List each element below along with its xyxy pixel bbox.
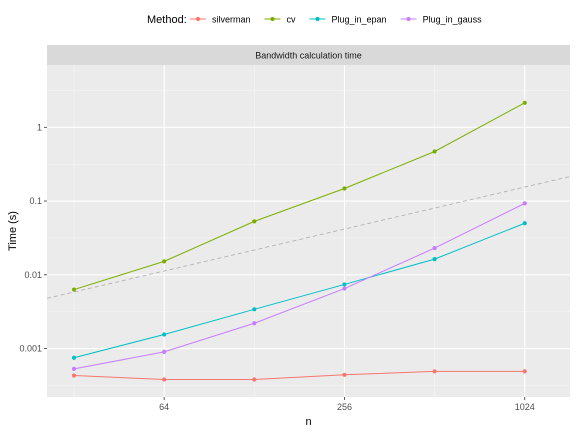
data-point bbox=[432, 257, 437, 262]
data-point bbox=[342, 282, 347, 287]
y-tick-label: 1 bbox=[37, 122, 42, 132]
data-point bbox=[252, 377, 257, 382]
data-point bbox=[252, 321, 257, 326]
legend-key-point bbox=[270, 16, 275, 22]
data-point bbox=[162, 259, 167, 264]
data-point bbox=[342, 186, 347, 191]
x-tick-label: 1024 bbox=[515, 402, 535, 412]
data-point bbox=[522, 369, 527, 374]
legend-label: Plug_in_gauss bbox=[423, 15, 483, 25]
plot-panel bbox=[47, 65, 570, 397]
data-point bbox=[162, 332, 167, 337]
reference-line-layer bbox=[46, 176, 571, 299]
x-axis-title: n bbox=[305, 416, 311, 428]
y-tick-label: 0.1 bbox=[29, 196, 42, 206]
y-tick-label: 0.01 bbox=[24, 270, 42, 280]
series-Plug_in_epan bbox=[71, 221, 527, 360]
legend-item-Plug_in_epan: Plug_in_epan bbox=[309, 15, 387, 25]
data-point bbox=[71, 366, 77, 371]
data-point bbox=[252, 219, 257, 224]
data-point bbox=[71, 355, 77, 360]
legend-key-point bbox=[195, 16, 201, 22]
series-line bbox=[73, 102, 525, 291]
legend-item-cv: cv bbox=[264, 15, 297, 25]
legend-label: silverman bbox=[212, 15, 251, 25]
series-line bbox=[73, 222, 525, 359]
series-cv bbox=[71, 100, 527, 292]
legend-key-point bbox=[406, 16, 411, 22]
data-point bbox=[522, 201, 527, 206]
series-Plug_in_gauss bbox=[71, 201, 527, 371]
minor-gridlines bbox=[47, 65, 570, 397]
legend-item-silverman: silverman bbox=[190, 15, 251, 25]
legend-label: Plug_in_epan bbox=[332, 15, 387, 25]
x-tick-label: 64 bbox=[159, 402, 169, 412]
data-point bbox=[522, 100, 527, 105]
series-silverman bbox=[71, 369, 527, 382]
data-point bbox=[432, 246, 437, 251]
data-point bbox=[342, 286, 347, 291]
data-point bbox=[252, 307, 257, 312]
x-tick-label: 256 bbox=[337, 402, 352, 412]
legend: Method: silverman cv Plug_in_epan Plug_in_g… bbox=[147, 14, 482, 26]
data-point bbox=[432, 369, 437, 374]
x-axis: 64 256 1024 bbox=[159, 397, 535, 412]
series-line bbox=[73, 370, 525, 380]
legend-label: cv bbox=[287, 15, 297, 25]
reference-line bbox=[46, 176, 571, 299]
series-layer bbox=[71, 100, 527, 382]
legend-key-point bbox=[315, 16, 320, 22]
y-axis: 0.001 0.01 0.1 1 bbox=[19, 122, 47, 354]
data-point bbox=[162, 377, 167, 382]
data-point bbox=[522, 221, 527, 226]
data-point bbox=[432, 149, 437, 154]
facet-strip bbox=[47, 45, 570, 65]
legend-title: Method: bbox=[147, 14, 187, 26]
y-tick-label: 0.001 bbox=[19, 344, 42, 354]
data-point bbox=[71, 287, 77, 292]
data-point bbox=[71, 373, 77, 378]
y-axis-title: Time (s) bbox=[7, 211, 19, 251]
legend-item-Plug_in_gauss: Plug_in_gauss bbox=[400, 15, 483, 25]
data-point bbox=[342, 372, 347, 377]
facet-strip-label: Bandwidth calculation time bbox=[255, 51, 362, 61]
series-line bbox=[73, 202, 525, 370]
major-gridlines bbox=[47, 65, 570, 397]
data-point bbox=[162, 349, 167, 354]
